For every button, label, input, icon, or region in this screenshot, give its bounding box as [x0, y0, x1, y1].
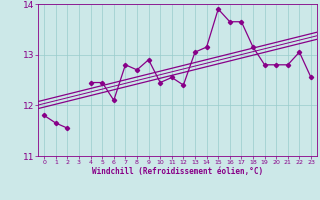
- X-axis label: Windchill (Refroidissement éolien,°C): Windchill (Refroidissement éolien,°C): [92, 167, 263, 176]
